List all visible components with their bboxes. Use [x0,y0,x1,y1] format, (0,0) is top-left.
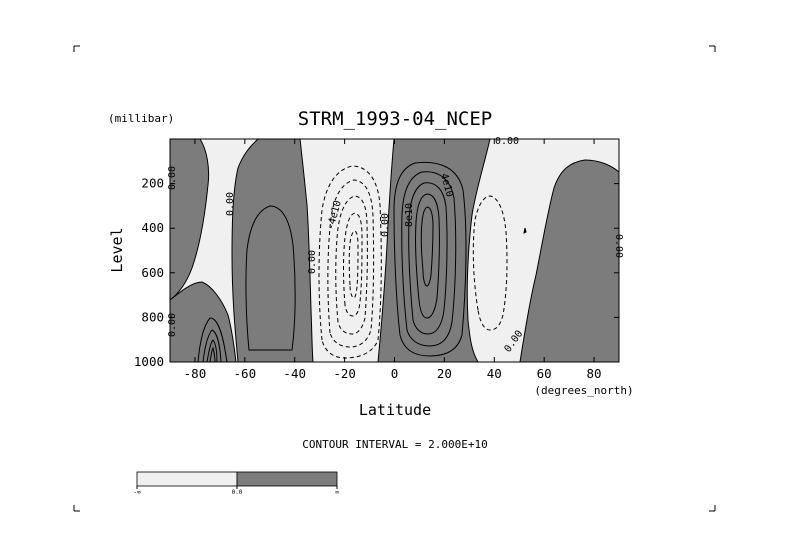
contour-interval-note: CONTOUR INTERVAL = 2.000E+10 [302,438,487,451]
region-dark-tropical [377,138,491,363]
colorbar-label-min: -∞ [133,489,141,496]
contour-negative-north [472,195,508,331]
positive-regions [169,138,620,363]
x-axis-label: Latitude [359,401,431,419]
contour-negative-2 [327,179,375,348]
x-tick-label: -80 [184,366,207,381]
axis-ticks: -80 -60 -40 -20 0 20 40 60 80 200 400 600 800 1000 [134,139,619,381]
colorbar-dark-segment [236,471,338,487]
region-dark-antarctic [169,281,237,363]
colorbar: -∞ 0.0 ∞ [133,471,339,496]
crop-marks [73,45,716,512]
contour-positive-south [245,205,296,351]
positive-contours [197,161,467,363]
contour-negative-4 [343,212,363,317]
crop-mark-top-right [709,45,716,52]
contour-negative-5 [348,230,359,299]
x-tick-label: 60 [537,366,552,381]
y-tick-label: 400 [141,220,164,235]
region-dark-southern-high-lat [169,138,210,302]
x-tick-label: -40 [283,366,306,381]
negative-contours [318,165,508,359]
crop-mark-top-left [73,45,80,52]
contour-negative-1 [318,165,382,359]
x-tick-label: 20 [437,366,452,381]
region-dark-southern-mid [231,138,314,363]
y-tick-label: 800 [141,309,164,324]
contour-negative-3 [335,195,368,335]
contour-label-zero-4: 0.00 [380,213,391,237]
contour-positive-polar-2 [202,329,222,363]
x-tick-label: -60 [234,366,257,381]
contour-tropical-4 [415,193,440,319]
y-tick-label: 1000 [134,354,164,369]
y-axis-label: Level [108,227,126,272]
chart-title: STRM_1993-04_NCEP [298,108,492,130]
colorbar-label-zero: 0.0 [232,489,243,496]
contour-positive-polar [197,317,228,363]
crop-mark-bottom-left [73,505,80,512]
plot-area: 0.00 0.00 0.00 0.00 0.00 0.00 0.00 0.00 … [134,136,624,381]
y-tick-label: 600 [141,265,164,280]
x-tick-label: 0 [391,366,399,381]
contour-positive-polar-4 [209,346,216,363]
contour-tropical-1 [393,161,467,357]
y-units-label: (millibar) [108,112,174,125]
contour-label-zero-2: 0.00 [225,192,236,216]
colorbar-light-segment [136,471,238,487]
contour-tropical-2 [401,171,457,347]
y-tick-label: 200 [141,176,164,191]
contour-positive-polar-3 [206,339,218,363]
contour-label-zero-1: 0.00 [167,166,178,190]
crop-mark-bottom-right [709,505,716,512]
contour-tropical-5 [420,206,434,287]
contour-label-zero-3: 0.00 [307,250,318,274]
colorbar-label-max: ∞ [335,489,339,496]
contour-label-zero-5: 0.00 [167,313,178,337]
x-tick-label: -20 [333,366,356,381]
contour-label-8e10: 8e10 [404,203,415,227]
contour-small-feature [523,227,527,234]
contour-label-zero-8: 0.00 [495,136,519,147]
x-tick-label: 80 [587,366,602,381]
x-tick-label: 40 [487,366,502,381]
contour-tropical-3 [408,182,448,335]
region-dark-northern [519,159,620,363]
x-units-label: (degrees_north) [534,384,633,397]
